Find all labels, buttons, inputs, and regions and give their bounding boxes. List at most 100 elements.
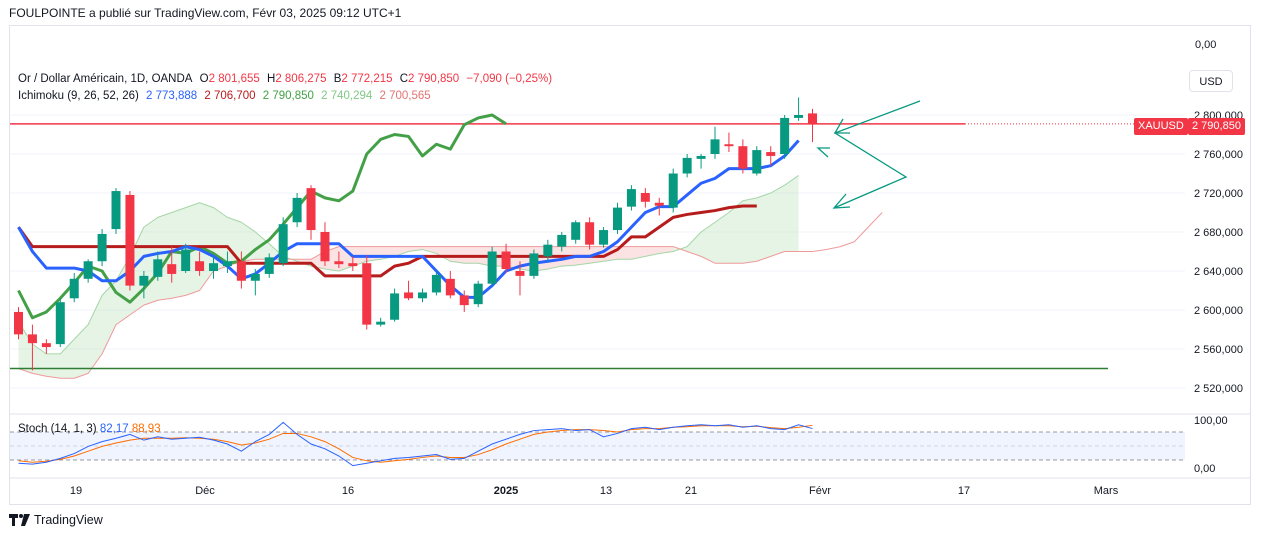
annotation-arrow-lines (833, 100, 921, 209)
candle-body (55, 302, 65, 345)
arrow-head-2 (816, 147, 830, 158)
candle (543, 239, 553, 262)
cloud-segment (88, 295, 103, 374)
candle (264, 253, 274, 278)
chikou-span (17, 113, 507, 320)
last-price-tag: 2 790,850 (1188, 118, 1245, 135)
kijun-sen (17, 204, 757, 278)
candle (640, 188, 650, 208)
cloud-segment (617, 246, 632, 260)
price-pane (10, 97, 1185, 389)
candle-body (626, 189, 636, 207)
candle (612, 202, 622, 234)
price-tick-label: 2 720,000 (1194, 188, 1243, 200)
candle (167, 246, 177, 283)
candle-body (250, 273, 260, 281)
candle (473, 280, 483, 308)
candle-body (264, 257, 274, 274)
candle (417, 288, 427, 303)
candle (376, 317, 386, 327)
time-tick-label: 19 (70, 485, 82, 497)
candle-body (236, 261, 246, 281)
candle-body (69, 278, 79, 299)
symbol-price-tag: XAUUSD (1134, 118, 1188, 135)
candle (571, 220, 581, 244)
tradingview-footer[interactable]: TradingView (9, 513, 103, 527)
tradingview-logo-icon (9, 514, 30, 526)
candle-body (97, 233, 107, 262)
cloud-segment (742, 197, 757, 264)
candle-body (195, 261, 205, 271)
stoch-legend: Stoch (14, 1, 3) 82,17 88,93 (18, 423, 161, 435)
candle (710, 126, 720, 159)
candle (250, 269, 260, 296)
candle (431, 271, 441, 296)
cloud-segment (408, 246, 423, 252)
candle-body (487, 251, 497, 284)
candle-body (390, 293, 400, 320)
candle (306, 185, 316, 240)
time-tick-label: Mars (1094, 485, 1119, 497)
candle-body (417, 292, 427, 299)
candle (55, 298, 65, 348)
stoch-label: Stoch (14, 1, 3) (18, 423, 97, 435)
cloud-segment (366, 246, 381, 262)
candle-body (710, 139, 720, 154)
price-axis-top-label: 0,00 (1195, 39, 1216, 51)
senkou-span-b (18, 212, 883, 379)
time-tick-label: 21 (685, 485, 697, 497)
candle (724, 132, 734, 153)
candle (696, 154, 706, 169)
tradingview-brand: TradingView (34, 513, 103, 527)
time-tick-label: 17 (958, 485, 970, 497)
candle-body (543, 244, 553, 257)
ichimoku-senkou-a-value: 2 740,294 (321, 90, 373, 102)
candle-body (181, 249, 191, 271)
candle (585, 217, 595, 250)
candle-body (696, 155, 706, 159)
candle (69, 272, 79, 303)
candle (153, 251, 163, 281)
candle (487, 246, 497, 287)
cloud-segment (770, 185, 785, 257)
candle-body (278, 224, 288, 264)
high-value: H2 806,275 (267, 73, 327, 85)
candle (362, 255, 372, 330)
candle-body (404, 292, 414, 299)
candle (195, 251, 205, 276)
candle-body (111, 191, 121, 230)
candle-body (139, 275, 149, 286)
candle (83, 259, 93, 283)
candle-body (501, 251, 511, 270)
candle-body (724, 144, 734, 147)
candle (557, 232, 567, 252)
candle (780, 115, 790, 159)
publisher-header: FOULPOINTE a publié sur TradingView.com,… (9, 6, 402, 20)
time-tick-label: 2025 (494, 485, 518, 497)
cloud-segment (60, 339, 75, 379)
candle-body (738, 146, 748, 169)
candle (668, 168, 678, 213)
candle-body (14, 311, 23, 335)
cloud-segment (687, 232, 702, 257)
time-tick-label: Déc (195, 485, 215, 497)
candle (334, 251, 344, 269)
stoch-k-value: 82,17 (99, 423, 129, 435)
candle-body (153, 259, 163, 277)
candle-body (780, 117, 790, 154)
candle (529, 249, 539, 279)
candle-body (334, 261, 344, 265)
candle (808, 108, 818, 143)
candle-body (306, 188, 316, 231)
candle-body (222, 261, 232, 267)
cloud-segment (436, 246, 451, 262)
time-tick-label: Févr (809, 485, 831, 497)
candle-body (125, 194, 135, 286)
candle-body (376, 321, 386, 325)
currency-button[interactable]: USD (1189, 70, 1233, 92)
cloud-segment (394, 246, 409, 257)
candle-body (640, 193, 650, 202)
candle (27, 324, 37, 371)
candle (139, 271, 149, 299)
